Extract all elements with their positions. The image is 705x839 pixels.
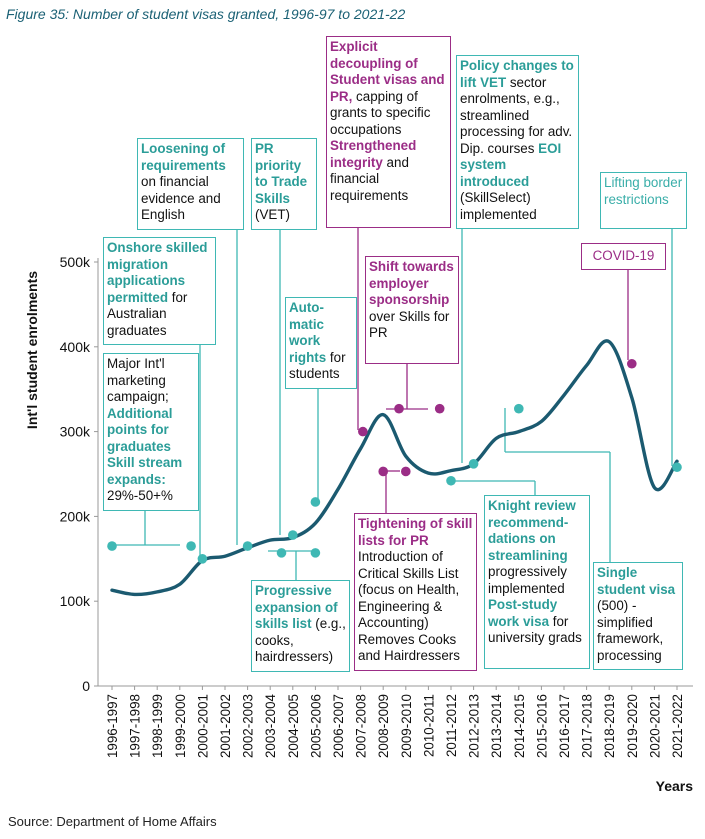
- x-axis-title: Years: [656, 778, 694, 794]
- y-tick-label: 0: [82, 678, 90, 694]
- event-marker-teal: [514, 403, 524, 414]
- x-tick-label: 2010-2011: [421, 694, 436, 757]
- annotation-shift: Shift towards employer sponsorship over …: [365, 256, 459, 364]
- annotation-single-student-visa: Single student visa (500) - simplified f…: [593, 562, 683, 670]
- x-tick-label: 2003-2004: [263, 693, 278, 758]
- x-tick-label: 2020-2021: [647, 694, 662, 758]
- event-marker-teal: [107, 541, 117, 551]
- x-tick-label: 2017-2018: [580, 694, 595, 758]
- x-tick-label: 2012-2013: [467, 694, 482, 758]
- event-marker-teal: [242, 541, 253, 551]
- x-tick-label: 2004-2005: [286, 694, 301, 758]
- event-marker-teal: [288, 530, 298, 540]
- annotation-explicit-decoupling: Explicit decoupling of Student visas and…: [326, 36, 451, 228]
- event-marker-teal: [468, 459, 479, 469]
- x-tick-label: 2013-2014: [489, 693, 504, 758]
- x-tick-label: 2018-2019: [602, 694, 617, 758]
- event-marker-teal: [197, 554, 208, 564]
- event-marker-magenta: [358, 426, 368, 437]
- annotation-automatic-work-rights: Auto-matic work rights for students: [285, 297, 357, 389]
- x-tick-label: 2019-2020: [625, 694, 640, 758]
- x-tick-label: 2011-2012: [444, 694, 459, 757]
- x-tick-label: 1999-2000: [173, 694, 188, 758]
- annotation-knight-review: Knight review recommend-dations on strea…: [484, 495, 590, 669]
- event-marker-magenta: [378, 466, 389, 477]
- x-tick-label: 1997-1998: [128, 694, 143, 758]
- x-tick-label: 2006-2007: [331, 694, 346, 758]
- event-marker-magenta: [434, 403, 445, 414]
- event-marker-teal: [276, 548, 287, 558]
- annotation-tightening: Tightening of skill lists for PR Introdu…: [354, 513, 477, 671]
- event-marker-teal: [310, 497, 321, 507]
- event-marker-magenta: [401, 466, 411, 477]
- figure-title: Figure 35: Number of student visas grant…: [6, 6, 406, 22]
- event-marker-magenta: [627, 358, 637, 369]
- annotation-covid: COVID-19: [581, 243, 666, 270]
- y-tick-label: 200k: [60, 508, 91, 524]
- x-tick-label: 2014-2015: [512, 694, 527, 758]
- y-tick-label: 100k: [60, 593, 91, 609]
- y-tick-label: 500k: [60, 254, 91, 270]
- event-marker-teal: [310, 548, 321, 558]
- annotation-progressive: Progressive expansion of skills list (e.…: [251, 580, 350, 672]
- x-tick-label: 2007-2008: [354, 694, 369, 758]
- event-marker-teal: [186, 541, 196, 551]
- x-tick-label: 2000-2001: [195, 694, 210, 758]
- x-tick-label: 2005-2006: [308, 694, 323, 758]
- annotation-policy-changes: Policy changes to lift VET sector enrolm…: [456, 55, 579, 229]
- event-marker-teal: [672, 462, 682, 473]
- annotation-onshore: Onshore skilled migration applications p…: [103, 237, 216, 345]
- x-tick-label: 2016-2017: [557, 694, 572, 758]
- annotation-marketing: Major Int'l marketing campaign; Addition…: [103, 353, 199, 511]
- x-tick-label: 2015-2016: [534, 694, 549, 758]
- x-tick-label: 2001-2002: [218, 694, 233, 758]
- y-axis-title: Int'l student enrolments: [24, 271, 40, 429]
- x-tick-label: 2002-2003: [241, 694, 256, 758]
- x-tick-label: 1998-1999: [150, 694, 165, 758]
- y-tick-label: 400k: [60, 339, 91, 355]
- x-tick-label: 2008-2009: [376, 694, 391, 758]
- x-tick-label: 2009-2010: [399, 694, 414, 758]
- annotation-loosening: Loosening of requirements on financial e…: [137, 138, 244, 230]
- x-tick-label: 1996-1997: [105, 694, 120, 758]
- event-marker-magenta: [394, 403, 404, 414]
- annotation-pr-priority: PR priority to Trade Skills (VET): [251, 138, 317, 230]
- annotation-lifting-restrictions: Lifting border restrictions: [600, 172, 687, 229]
- source-note: Source: Department of Home Affairs: [8, 814, 217, 829]
- event-marker-teal: [446, 475, 456, 486]
- y-tick-label: 300k: [60, 424, 91, 440]
- x-tick-label: 2021-2022: [670, 694, 685, 758]
